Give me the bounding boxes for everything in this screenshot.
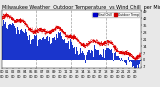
Legend: Wind Chill, Outdoor Temp: Wind Chill, Outdoor Temp (92, 12, 139, 17)
Text: Milwaukee Weather  Outdoor Temperature  vs Wind Chill  per Minute  (24 Hours): Milwaukee Weather Outdoor Temperature vs… (2, 5, 160, 10)
